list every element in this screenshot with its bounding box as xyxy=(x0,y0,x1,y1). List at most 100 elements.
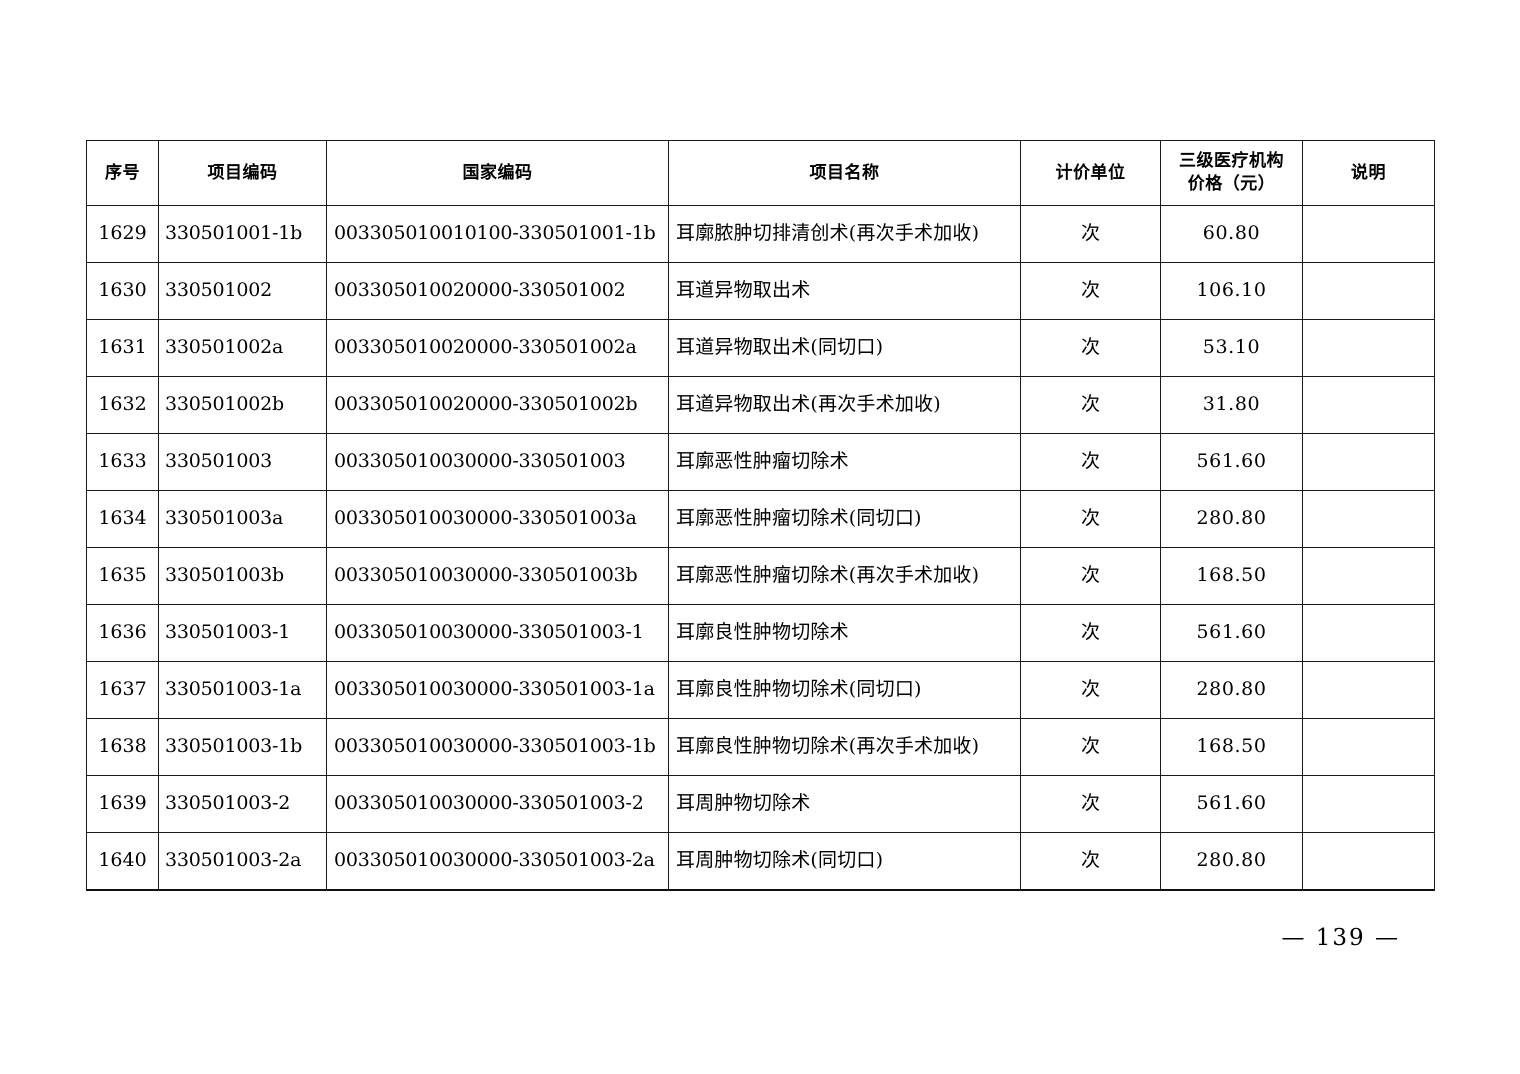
cell-note xyxy=(1302,832,1435,891)
table-row: 1634 330501003a 003305010030000-330501003a… xyxy=(86,490,1435,548)
cell-price: 561.60 xyxy=(1160,433,1303,491)
cell-item-name: 耳道异物取出术 xyxy=(668,262,1021,320)
cell-seq: 1638 xyxy=(86,718,159,776)
header-row: 序号 项目编码 国家编码 项目名称 计价单位 三级医疗机构 价格（元） 说明 xyxy=(86,140,1435,206)
cell-unit: 次 xyxy=(1020,376,1161,434)
table-row: 1639 330501003-2 003305010030000-330501003… xyxy=(86,775,1435,833)
cell-seq: 1630 xyxy=(86,262,159,320)
cell-seq: 1636 xyxy=(86,604,159,662)
cell-unit: 次 xyxy=(1020,718,1161,776)
cell-national-code: 003305010030000-330501003b xyxy=(326,547,669,605)
cell-seq: 1637 xyxy=(86,661,159,719)
cell-item-code: 330501003 xyxy=(158,433,327,491)
cell-national-code: 003305010030000-330501003-1b xyxy=(326,718,669,776)
column-header-national-code: 国家编码 xyxy=(326,140,669,206)
cell-national-code: 003305010030000-330501003-2a xyxy=(326,832,669,891)
table-row: 1629 330501001-1b 003305010010100-33050100… xyxy=(86,205,1435,263)
cell-note xyxy=(1302,490,1435,548)
column-header-unit: 计价单位 xyxy=(1020,140,1161,206)
cell-note xyxy=(1302,604,1435,662)
cell-item-code: 330501003-1b xyxy=(158,718,327,776)
cell-seq: 1635 xyxy=(86,547,159,605)
cell-item-name: 耳廓良性肿物切除术 xyxy=(668,604,1021,662)
cell-item-name: 耳周肿物切除术 xyxy=(668,775,1021,833)
cell-price: 561.60 xyxy=(1160,604,1303,662)
cell-item-name: 耳道异物取出术(同切口) xyxy=(668,319,1021,377)
table-row: 1637 330501003-1a 003305010030000-33050100… xyxy=(86,661,1435,719)
cell-unit: 次 xyxy=(1020,604,1161,662)
cell-unit: 次 xyxy=(1020,433,1161,491)
table-row: 1635 330501003b 003305010030000-330501003b… xyxy=(86,547,1435,605)
cell-item-code: 330501003-1a xyxy=(158,661,327,719)
cell-item-name: 耳廓恶性肿瘤切除术(同切口) xyxy=(668,490,1021,548)
column-header-note: 说明 xyxy=(1302,140,1435,206)
cell-price: 561.60 xyxy=(1160,775,1303,833)
cell-national-code: 003305010020000-330501002b xyxy=(326,376,669,434)
cell-note xyxy=(1302,775,1435,833)
cell-national-code: 003305010030000-330501003 xyxy=(326,433,669,491)
column-header-price-line1: 三级医疗机构 xyxy=(1179,151,1284,172)
medical-price-table: 序号 项目编码 国家编码 项目名称 计价单位 三级医疗机构 价格（元） 说明 1… xyxy=(86,140,1435,891)
table-row: 1633 330501003 003305010030000-330501003 耳廓… xyxy=(86,433,1435,491)
cell-unit: 次 xyxy=(1020,262,1161,320)
page-number: — 139 — xyxy=(1281,925,1400,951)
cell-note xyxy=(1302,718,1435,776)
cell-price: 31.80 xyxy=(1160,376,1303,434)
cell-price: 280.80 xyxy=(1160,832,1303,891)
cell-seq: 1632 xyxy=(86,376,159,434)
column-header-seq: 序号 xyxy=(86,140,159,206)
cell-note xyxy=(1302,376,1435,434)
cell-item-code: 330501003-2 xyxy=(158,775,327,833)
cell-unit: 次 xyxy=(1020,319,1161,377)
cell-price: 168.50 xyxy=(1160,718,1303,776)
cell-seq: 1633 xyxy=(86,433,159,491)
cell-national-code: 003305010020000-330501002 xyxy=(326,262,669,320)
cell-item-name: 耳周肿物切除术(同切口) xyxy=(668,832,1021,891)
cell-unit: 次 xyxy=(1020,832,1161,891)
cell-national-code: 003305010020000-330501002a xyxy=(326,319,669,377)
cell-item-code: 330501003-2a xyxy=(158,832,327,891)
cell-note xyxy=(1302,205,1435,263)
cell-seq: 1639 xyxy=(86,775,159,833)
cell-national-code: 003305010030000-330501003-1 xyxy=(326,604,669,662)
cell-note xyxy=(1302,433,1435,491)
cell-item-code: 330501003-1 xyxy=(158,604,327,662)
cell-unit: 次 xyxy=(1020,490,1161,548)
cell-national-code: 003305010030000-330501003a xyxy=(326,490,669,548)
cell-unit: 次 xyxy=(1020,661,1161,719)
cell-unit: 次 xyxy=(1020,547,1161,605)
cell-item-name: 耳廓良性肿物切除术(再次手术加收) xyxy=(668,718,1021,776)
cell-item-name: 耳廓良性肿物切除术(同切口) xyxy=(668,661,1021,719)
cell-national-code: 003305010030000-330501003-2 xyxy=(326,775,669,833)
table-header: 序号 项目编码 国家编码 项目名称 计价单位 三级医疗机构 价格（元） 说明 xyxy=(86,140,1435,206)
cell-item-name: 耳廓恶性肿瘤切除术 xyxy=(668,433,1021,491)
table-row: 1636 330501003-1 003305010030000-330501003… xyxy=(86,604,1435,662)
table-row: 1632 330501002b 003305010020000-330501002b… xyxy=(86,376,1435,434)
table-body: 1629 330501001-1b 003305010010100-33050100… xyxy=(86,205,1435,891)
column-header-item-code: 项目编码 xyxy=(158,140,327,206)
cell-item-code: 330501002b xyxy=(158,376,327,434)
cell-note xyxy=(1302,661,1435,719)
cell-seq: 1629 xyxy=(86,205,159,263)
column-header-price-line2: 价格（元） xyxy=(1187,174,1276,194)
table-row: 1640 330501003-2a 003305010030000-33050100… xyxy=(86,832,1435,891)
cell-note xyxy=(1302,262,1435,320)
cell-item-code: 330501003b xyxy=(158,547,327,605)
cell-item-code: 330501002a xyxy=(158,319,327,377)
cell-seq: 1634 xyxy=(86,490,159,548)
cell-price: 168.50 xyxy=(1160,547,1303,605)
table-row: 1631 330501002a 003305010020000-330501002a… xyxy=(86,319,1435,377)
cell-note xyxy=(1302,319,1435,377)
table-row: 1630 330501002 003305010020000-330501002 耳道… xyxy=(86,262,1435,320)
cell-unit: 次 xyxy=(1020,205,1161,263)
cell-price: 60.80 xyxy=(1160,205,1303,263)
cell-item-code: 330501003a xyxy=(158,490,327,548)
cell-price: 53.10 xyxy=(1160,319,1303,377)
cell-price: 106.10 xyxy=(1160,262,1303,320)
cell-note xyxy=(1302,547,1435,605)
cell-item-name: 耳廓恶性肿瘤切除术(再次手术加收) xyxy=(668,547,1021,605)
cell-seq: 1631 xyxy=(86,319,159,377)
cell-item-name: 耳道异物取出术(再次手术加收) xyxy=(668,376,1021,434)
column-header-item-name: 项目名称 xyxy=(668,140,1021,206)
